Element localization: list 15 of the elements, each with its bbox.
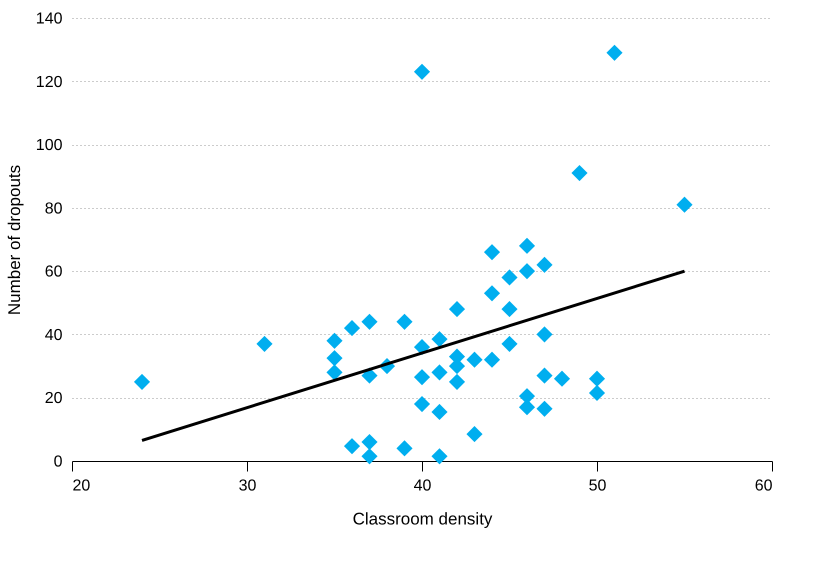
y-tick-label: 40	[44, 326, 63, 344]
x-tick-label: 60	[754, 478, 773, 494]
y-tick-label: 140	[36, 10, 63, 28]
y-tick-label: 0	[54, 454, 63, 470]
x-axis-title: Classroom density	[352, 510, 493, 528]
x-tick-label: 50	[588, 478, 606, 494]
x-tick-label: 30	[238, 478, 256, 494]
y-tick-label: 80	[44, 200, 63, 218]
y-tick-label: 20	[44, 390, 63, 408]
y-tick-label: 120	[36, 74, 63, 91]
y-tick-label: 60	[44, 264, 63, 281]
x-tick-label: 20	[72, 478, 90, 494]
x-tick-label: 40	[414, 478, 432, 494]
y-tick-label: 100	[36, 137, 63, 154]
y-axis-title: Number of dropouts	[4, 164, 24, 316]
